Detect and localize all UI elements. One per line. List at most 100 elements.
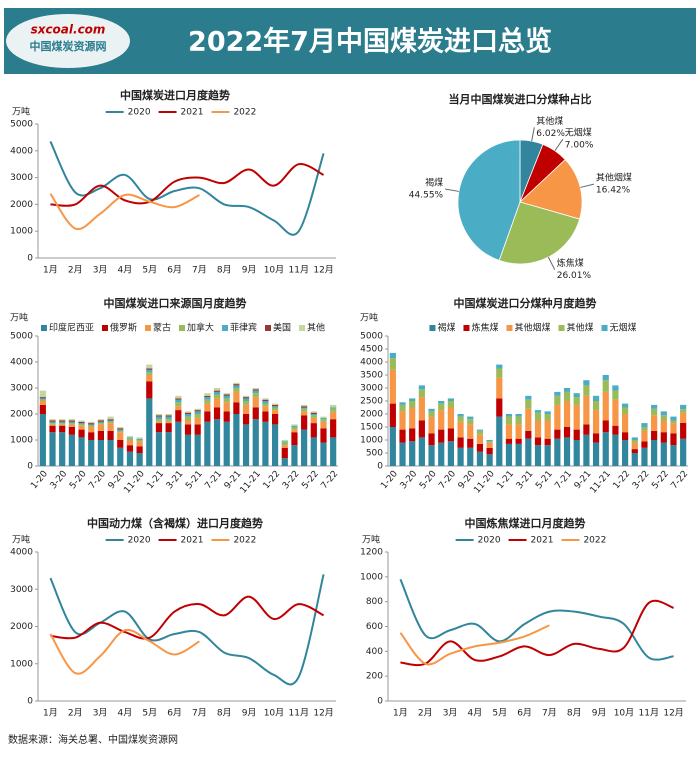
bar-segment	[486, 440, 493, 442]
bar-segment	[670, 416, 677, 421]
bar-segment	[486, 454, 493, 466]
slice-value: 44.55%	[409, 191, 444, 201]
bar-segment	[49, 420, 56, 422]
bar-segment	[670, 420, 677, 424]
bar-segment	[399, 429, 406, 443]
bar-segment	[310, 412, 317, 414]
bar-segment	[291, 424, 298, 426]
pie-slice	[519, 159, 583, 220]
bar-segment	[612, 434, 619, 466]
bar-segment	[39, 414, 46, 466]
slice-value: 16.42%	[596, 186, 631, 196]
bar-segment	[184, 420, 192, 425]
slice-name: 褐煤	[425, 177, 443, 189]
legend-swatch	[144, 325, 151, 331]
bar-segment	[262, 399, 269, 401]
bar-segment	[107, 440, 114, 466]
bar-segment	[88, 427, 95, 433]
bar-segment	[97, 424, 104, 431]
bar-segment	[213, 394, 221, 399]
bar-segment	[68, 427, 75, 435]
bar-segment	[204, 421, 211, 466]
y-unit: 万吨	[360, 312, 378, 324]
legend-label: 蒙古	[153, 322, 171, 334]
y-unit: 万吨	[12, 106, 30, 118]
bar-segment	[310, 411, 317, 413]
logo-badge	[6, 14, 130, 68]
legend-label: 褐煤	[437, 322, 455, 334]
bar-segment	[272, 424, 279, 466]
bar-segment	[155, 421, 163, 424]
bar-segment	[49, 432, 56, 466]
bar-segment	[563, 391, 571, 401]
bar-segment	[505, 416, 513, 425]
bar-segment	[146, 372, 153, 375]
bar-segment	[428, 408, 435, 412]
y-tick-label: 4000	[10, 146, 33, 156]
bar-segment	[651, 430, 658, 440]
x-tick-label: 11月	[289, 265, 309, 276]
bar-segment	[252, 388, 259, 390]
bar-segment	[476, 430, 484, 435]
y-tick-label: 600	[366, 622, 383, 632]
y-tick-label: 0	[377, 462, 383, 472]
bar-segment	[301, 415, 308, 430]
bar-segment	[107, 416, 114, 420]
bar-segment	[233, 385, 240, 388]
page-title: 2022年7月中国煤炭进口总览	[188, 26, 552, 58]
slice-name: 其他烟煤	[596, 172, 632, 184]
bar-segment	[418, 397, 425, 421]
bar-segment	[486, 442, 493, 448]
y-tick-label: 3000	[10, 384, 33, 394]
x-tick-label: 4月	[468, 708, 483, 719]
bar-segment	[399, 442, 406, 466]
bar-segment	[525, 399, 532, 409]
bar-segment	[68, 419, 75, 421]
bar-segment	[194, 408, 201, 411]
bar-segment	[252, 419, 259, 466]
bar-segment	[428, 416, 435, 434]
bar-segment	[592, 410, 600, 434]
bar-segment	[59, 432, 66, 466]
bar-segment	[117, 440, 124, 448]
y-tick-label: 200	[366, 672, 383, 682]
bar-segment	[320, 417, 327, 420]
y-tick-label: 500	[366, 449, 383, 459]
x-tick-label: 7月	[542, 708, 557, 719]
bar-segment	[97, 419, 104, 421]
y-unit: 万吨	[12, 534, 30, 546]
legend: 2020 2021 2022	[455, 536, 606, 546]
bar-segment	[476, 451, 484, 466]
bar-segment	[622, 403, 629, 408]
bar-segment	[49, 425, 56, 433]
bar-segment	[78, 424, 85, 426]
bar-segment	[573, 440, 580, 466]
x-tick-label: 12月	[663, 708, 683, 719]
bar-segment	[476, 429, 484, 431]
legend-label: 2020	[478, 536, 501, 546]
bar-segment	[184, 412, 192, 414]
bar-segment	[213, 407, 221, 420]
bar-segment	[467, 419, 474, 425]
bar-segment	[68, 434, 75, 466]
legend-swatch	[506, 325, 513, 331]
bar-segment	[78, 420, 85, 422]
bar-segment	[88, 425, 95, 427]
bar-segment	[39, 404, 46, 414]
y-tick-label: 2000	[10, 200, 33, 210]
series-line	[49, 193, 200, 231]
bar-segment	[622, 440, 629, 466]
bar-segment	[670, 433, 677, 446]
legend-swatch	[265, 325, 272, 331]
bar-segment	[428, 411, 435, 417]
bar-segment	[262, 403, 269, 407]
bar-segment	[330, 437, 337, 466]
bar-segment	[49, 424, 56, 426]
chart-title: 中国动力煤（含褐煤）进口月度趋势	[87, 516, 263, 530]
legend-label: 2021	[181, 108, 204, 118]
bar-segment	[573, 404, 580, 430]
bar-segment	[399, 404, 406, 412]
x-tick-label: 7月	[192, 265, 207, 276]
legend-label: 菲律宾	[230, 322, 257, 334]
bar-segment	[622, 407, 629, 414]
